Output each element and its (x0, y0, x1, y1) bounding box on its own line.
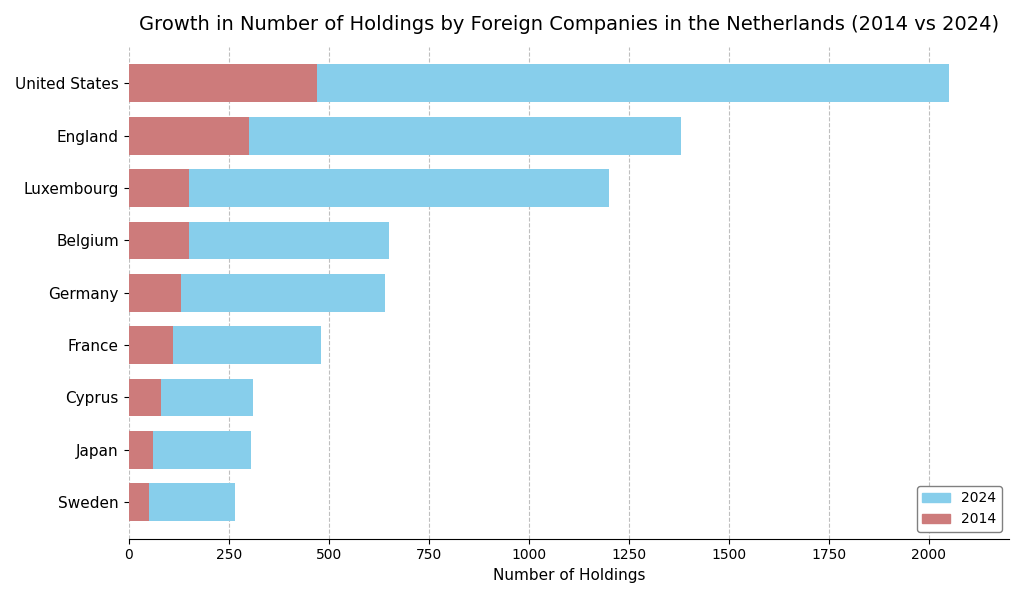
Bar (129, 326, 321, 364)
Bar (129, 379, 253, 416)
Bar (129, 221, 188, 259)
Bar (129, 169, 609, 207)
Bar (129, 117, 249, 154)
X-axis label: Number of Holdings: Number of Holdings (493, 568, 645, 583)
Bar (129, 274, 180, 312)
Title: Growth in Number of Holdings by Foreign Companies in the Netherlands (2014 vs 20: Growth in Number of Holdings by Foreign … (138, 15, 998, 34)
Bar (129, 431, 153, 469)
Bar (129, 169, 188, 207)
Bar (129, 483, 148, 521)
Bar (129, 221, 389, 259)
Bar (129, 274, 385, 312)
Legend: 2024, 2014: 2024, 2014 (916, 486, 1002, 532)
Bar (129, 117, 681, 154)
Bar (129, 65, 316, 102)
Bar (129, 483, 234, 521)
Bar (129, 326, 173, 364)
Bar (129, 379, 161, 416)
Bar (129, 65, 949, 102)
Bar (129, 431, 251, 469)
